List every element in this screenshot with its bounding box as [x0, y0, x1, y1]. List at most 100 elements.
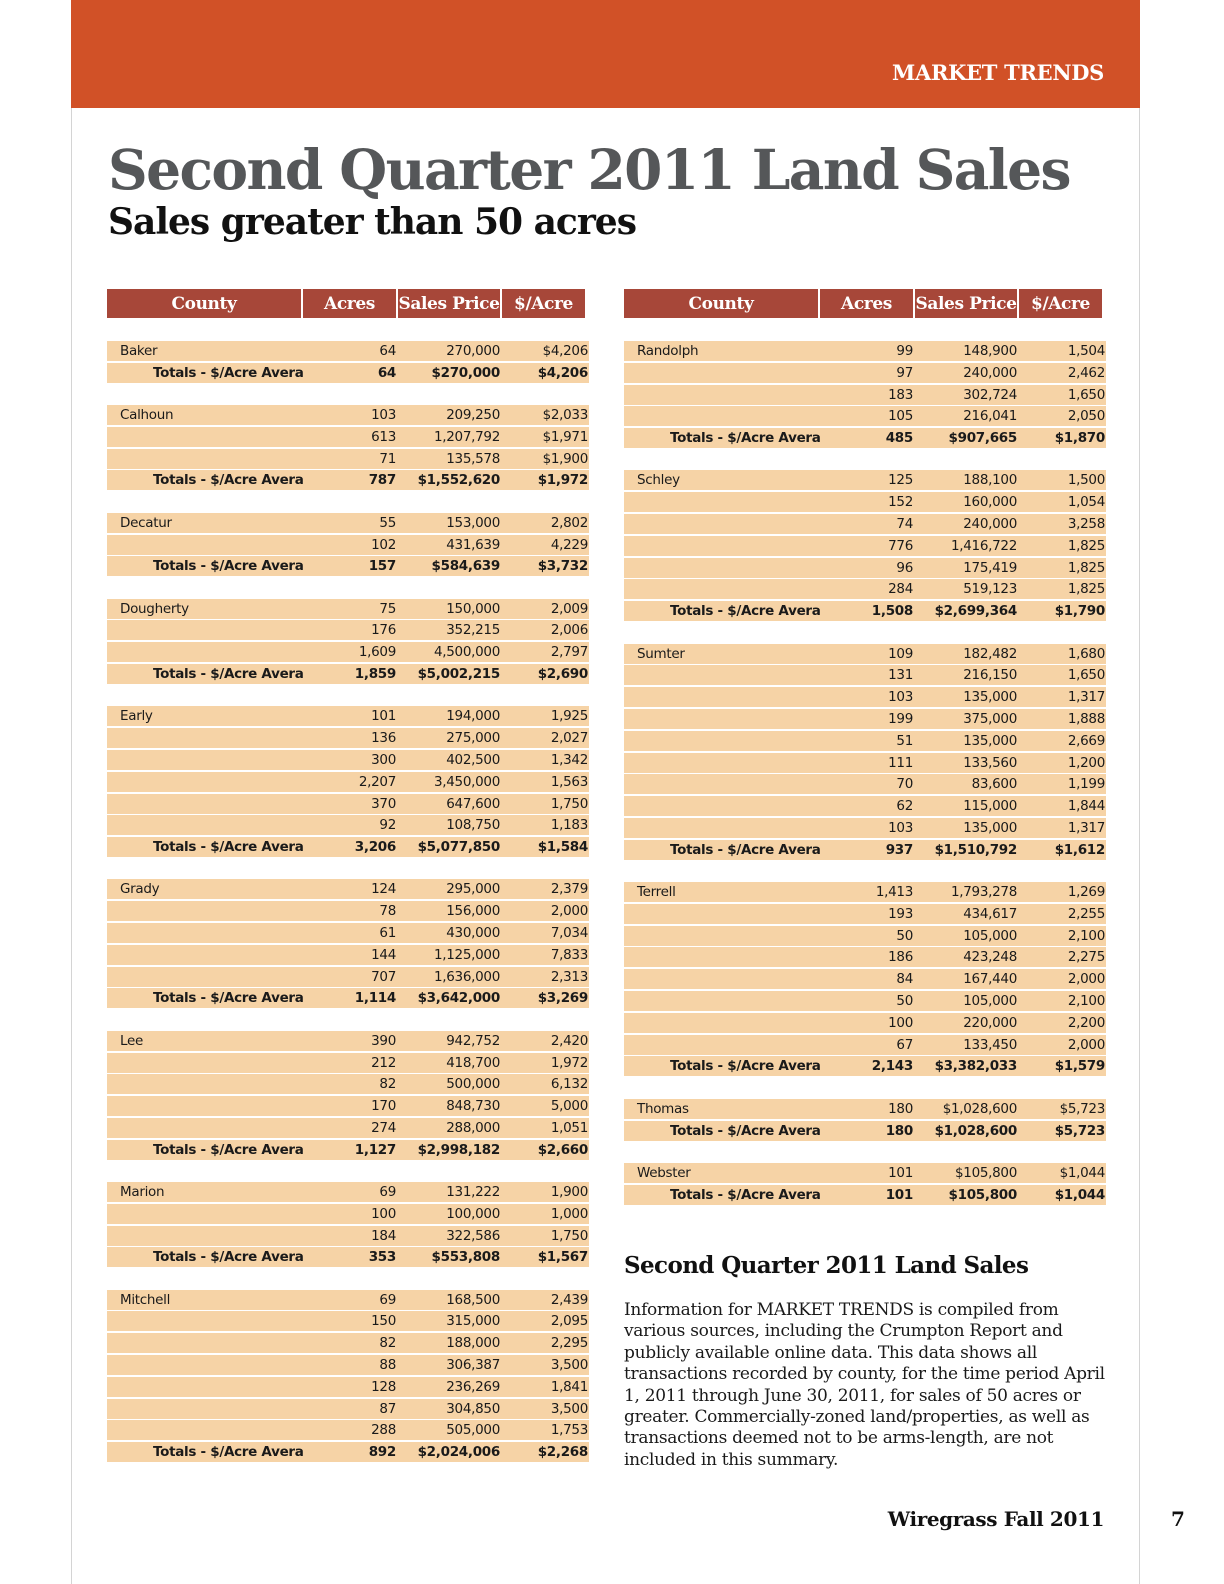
table-row: 288 505,000 1,753 — [107, 1420, 589, 1441]
acres-cell: 101 — [371, 708, 396, 725]
county-name: Schley — [637, 472, 680, 489]
acres-cell: 193 — [888, 905, 913, 922]
sales-price-cell: 168,500 — [446, 1291, 500, 1308]
average-per-acre-cell: $1,972 — [537, 472, 589, 489]
table-row: Lee 390 942,752 2,420 — [107, 1030, 589, 1051]
sales-price-cell: 175,419 — [963, 559, 1017, 576]
county-name — [107, 1204, 303, 1224]
sales-price-cell: 1,207,792 — [433, 428, 500, 445]
table-row: 87 304,850 3,500 — [107, 1398, 589, 1419]
county-name: Dougherty — [120, 600, 189, 617]
sales-price-cell: 167,440 — [963, 971, 1017, 988]
per-acre-cell: 2,100 — [1067, 993, 1105, 1010]
acres-cell: 78 — [379, 903, 396, 920]
info-paragraph: Information for MARKET TRENDS is compile… — [624, 1300, 1105, 1470]
acres-cell: 102 — [371, 536, 396, 553]
county-name — [107, 449, 303, 469]
per-acre-cell: 1,844 — [1067, 798, 1105, 815]
group-spacer — [107, 385, 589, 406]
sales-price-cell: 275,000 — [446, 730, 500, 747]
totals-row: Totals - $/Acre Average 937 $1,510,792 $1,6… — [624, 839, 1106, 860]
per-acre-cell: 7,034 — [550, 925, 588, 942]
county-name — [624, 991, 820, 1011]
county-name — [107, 427, 303, 447]
county-name — [624, 1013, 820, 1033]
footer-publication: Wiregrass Fall 2011 — [887, 1507, 1105, 1531]
sales-price-cell: 1,793,278 — [950, 884, 1017, 901]
sales-price-cell: 135,000 — [963, 819, 1017, 836]
sales-price-cell: 236,269 — [446, 1378, 500, 1395]
totals-label: Totals - $/Acre Average — [153, 558, 303, 575]
sales-price-cell: 160,000 — [963, 494, 1017, 511]
average-per-acre-cell: $1,612 — [1054, 841, 1106, 858]
total-sales-price-cell: $2,998,182 — [417, 1141, 501, 1158]
table-row: 300 402,500 1,342 — [107, 749, 589, 770]
per-acre-cell: 2,200 — [1067, 1014, 1105, 1031]
sales-price-cell: 352,215 — [446, 622, 500, 639]
totals-label: Totals - $/Acre Average — [670, 1122, 820, 1139]
per-acre-cell: $4,206 — [542, 343, 589, 359]
acres-cell: 1,609 — [358, 644, 396, 661]
per-acre-cell: 1,680 — [1067, 645, 1105, 662]
group-spacer — [624, 862, 1106, 883]
acres-cell: 152 — [888, 494, 913, 511]
per-acre-cell: 1,342 — [550, 751, 588, 768]
table-row: 96 175,419 1,825 — [624, 557, 1106, 578]
acres-cell: 61 — [379, 925, 396, 942]
table-row: Grady 124 295,000 2,379 — [107, 879, 589, 900]
totals-row: Totals - $/Acre Average 157 $584,639 $3,732 — [107, 556, 589, 577]
per-acre-cell: 3,258 — [1067, 516, 1105, 533]
totals-label: Totals - $/Acre Average — [670, 1058, 820, 1075]
per-acre-cell: 2,462 — [1067, 364, 1105, 381]
total-sales-price-cell: $553,808 — [431, 1249, 501, 1266]
table-row: 103 135,000 1,317 — [624, 817, 1106, 838]
table-row: Marion 69 131,222 1,900 — [107, 1182, 589, 1202]
county-name — [107, 967, 303, 987]
county-name — [624, 579, 820, 599]
average-per-acre-cell: $2,690 — [537, 666, 589, 683]
sales-price-cell: 108,750 — [446, 817, 500, 834]
per-acre-cell: 2,006 — [550, 622, 588, 639]
per-acre-cell: $1,044 — [1059, 1164, 1106, 1181]
county-name — [624, 363, 820, 383]
acres-cell: 101 — [888, 1164, 913, 1181]
per-acre-cell: 1,054 — [1067, 494, 1105, 511]
page-title: Second Quarter 2011 Land Sales — [108, 137, 1071, 202]
sales-price-cell: 240,000 — [963, 364, 1017, 381]
column-header-county: County — [624, 289, 820, 318]
county-name: Calhoun — [120, 407, 174, 424]
table-row: 71 135,578 $1,900 — [107, 448, 589, 469]
sales-price-cell: 216,041 — [963, 408, 1017, 425]
sales-price-cell: 500,000 — [446, 1076, 500, 1093]
table-row: 776 1,416,722 1,825 — [624, 535, 1106, 556]
per-acre-cell: 1,317 — [1067, 819, 1105, 836]
table-row: 212 418,700 1,972 — [107, 1052, 589, 1073]
sales-price-cell: 135,578 — [446, 450, 500, 467]
acres-cell: 183 — [888, 386, 913, 403]
table-row: Webster 101 $105,800 $1,044 — [624, 1162, 1106, 1183]
acres-cell: 103 — [888, 689, 913, 706]
sales-price-cell: 209,250 — [446, 407, 500, 424]
county-name — [107, 815, 303, 835]
table-row: Schley 125 188,100 1,500 — [624, 470, 1106, 491]
column-header-acres: Acres — [303, 289, 398, 318]
county-name — [624, 926, 820, 946]
sales-price-cell: 105,000 — [963, 993, 1017, 1010]
group-spacer — [107, 578, 589, 599]
table-row: 128 236,269 1,841 — [107, 1376, 589, 1397]
acres-cell: 97 — [896, 364, 913, 381]
acres-cell: 103 — [371, 407, 396, 424]
county-group-list: Randolph 99 148,900 1,504 97 240,000 2,462 183 3… — [624, 341, 1106, 1205]
total-sales-price-cell: $2,699,364 — [934, 603, 1018, 620]
acres-cell: 136 — [371, 730, 396, 747]
per-acre-cell: 1,900 — [550, 1184, 588, 1200]
table-row: Thomas 180 $1,028,600 $5,723 — [624, 1098, 1106, 1119]
county-name — [107, 1096, 303, 1116]
table-row: 176 352,215 2,006 — [107, 620, 589, 641]
acres-cell: 111 — [888, 754, 913, 771]
acres-cell: 62 — [896, 798, 913, 815]
per-acre-cell: 1,500 — [1067, 472, 1105, 489]
totals-row: Totals - $/Acre Average 101 $105,800 $1,044 — [624, 1184, 1106, 1205]
table-row: Early 101 194,000 1,925 — [107, 706, 589, 727]
table-row: 100 100,000 1,000 — [107, 1203, 589, 1224]
